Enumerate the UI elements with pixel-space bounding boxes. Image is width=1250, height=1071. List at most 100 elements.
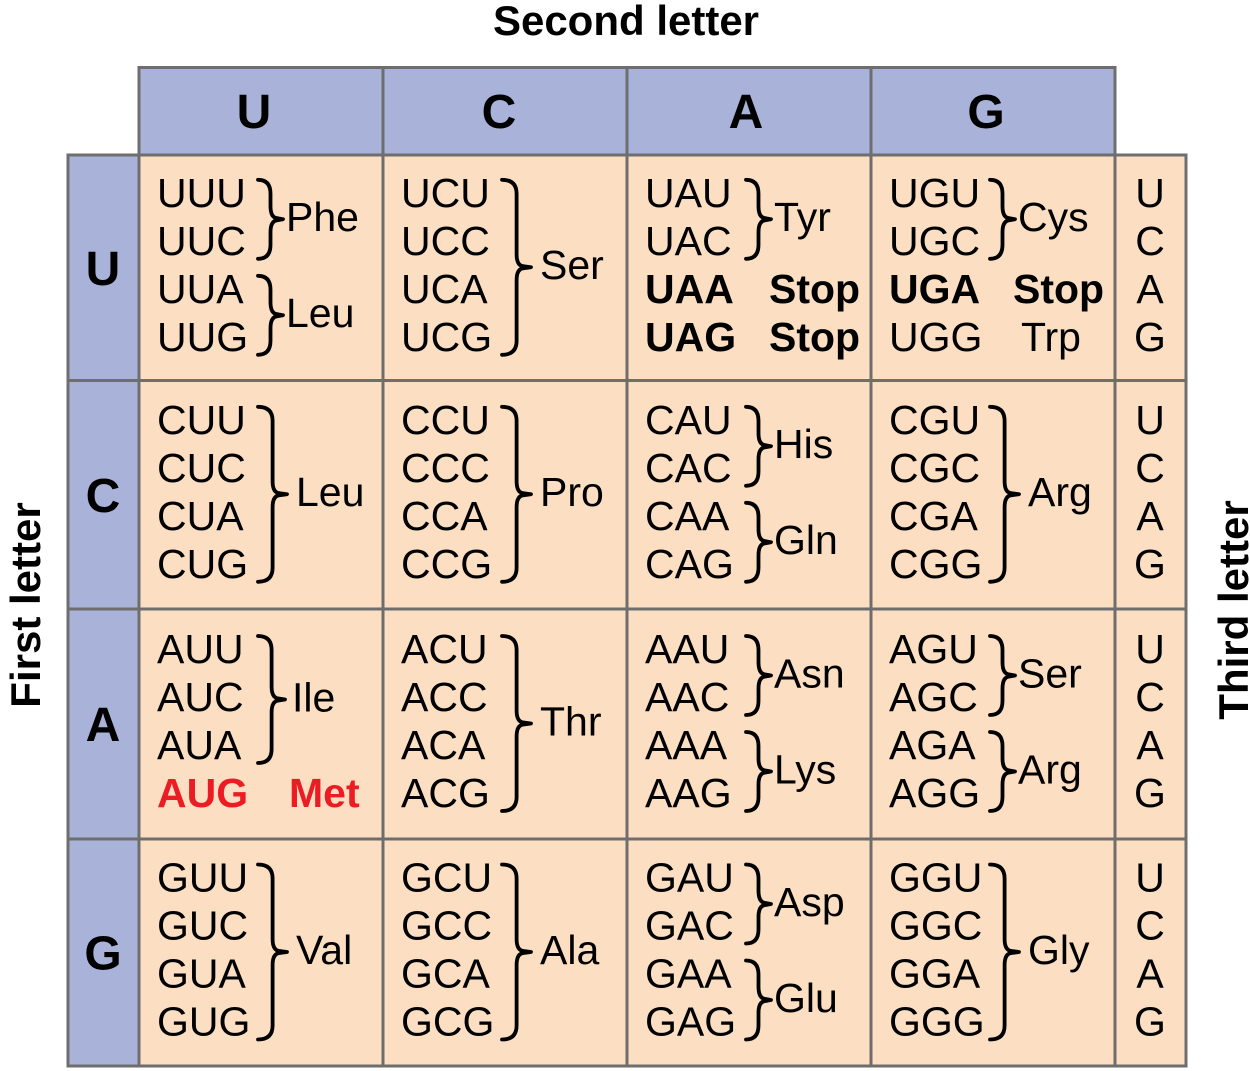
- svg-text:U: U: [1135, 855, 1165, 901]
- svg-text:AGG: AGG: [889, 770, 980, 816]
- svg-text:GCC: GCC: [401, 903, 492, 949]
- svg-text:C: C: [1135, 218, 1165, 264]
- svg-text:C: C: [1135, 445, 1165, 491]
- svg-text:UUG: UUG: [157, 314, 248, 360]
- svg-text:A: A: [1136, 493, 1164, 539]
- svg-text:A: A: [86, 699, 121, 752]
- svg-text:A: A: [1136, 951, 1164, 997]
- svg-text:Phe: Phe: [286, 194, 359, 240]
- svg-text:Gly: Gly: [1028, 927, 1090, 973]
- svg-text:AAU: AAU: [645, 626, 729, 672]
- svg-text:CGC: CGC: [889, 445, 980, 491]
- svg-text:Ser: Ser: [540, 242, 604, 288]
- svg-text:ACC: ACC: [401, 674, 488, 720]
- svg-text:Gln: Gln: [774, 517, 838, 563]
- svg-text:UAC: UAC: [645, 218, 732, 264]
- svg-text:UGG: UGG: [889, 314, 982, 360]
- svg-text:UCU: UCU: [401, 170, 490, 216]
- svg-text:GUU: GUU: [157, 855, 248, 901]
- svg-text:GGC: GGC: [889, 903, 982, 949]
- svg-text:CAG: CAG: [645, 541, 734, 587]
- svg-text:UCC: UCC: [401, 218, 490, 264]
- svg-text:GUC: GUC: [157, 903, 248, 949]
- svg-text:UCG: UCG: [401, 314, 492, 360]
- svg-text:His: His: [774, 421, 833, 467]
- svg-text:Met: Met: [289, 770, 360, 816]
- svg-text:Lys: Lys: [774, 747, 836, 793]
- svg-text:GUG: GUG: [157, 999, 250, 1045]
- svg-text:Leu: Leu: [286, 290, 354, 336]
- svg-text:U: U: [237, 86, 272, 139]
- svg-text:Val: Val: [296, 927, 352, 973]
- svg-text:G: G: [84, 928, 121, 981]
- svg-text:C: C: [1135, 903, 1165, 949]
- svg-text:AGU: AGU: [889, 626, 978, 672]
- svg-text:C: C: [86, 470, 121, 523]
- svg-text:UUU: UUU: [157, 170, 246, 216]
- svg-text:ACA: ACA: [401, 722, 486, 768]
- svg-text:Cys: Cys: [1018, 194, 1089, 240]
- svg-text:CAC: CAC: [645, 445, 732, 491]
- svg-text:CUA: CUA: [157, 493, 244, 539]
- svg-text:GAU: GAU: [645, 855, 734, 901]
- svg-text:GCU: GCU: [401, 855, 492, 901]
- svg-text:Ser: Ser: [1018, 651, 1082, 697]
- svg-text:Trp: Trp: [1021, 314, 1081, 360]
- svg-text:UUC: UUC: [157, 218, 246, 264]
- svg-text:GGU: GGU: [889, 855, 982, 901]
- svg-text:Arg: Arg: [1028, 469, 1092, 515]
- svg-text:AAC: AAC: [645, 674, 729, 720]
- svg-text:A: A: [1136, 266, 1164, 312]
- svg-text:GCA: GCA: [401, 951, 491, 997]
- svg-text:GGA: GGA: [889, 951, 981, 997]
- svg-text:UGC: UGC: [889, 218, 980, 264]
- svg-text:U: U: [1135, 397, 1165, 443]
- svg-text:CGA: CGA: [889, 493, 979, 539]
- svg-text:UCA: UCA: [401, 266, 488, 312]
- svg-text:G: G: [1134, 541, 1166, 587]
- svg-text:AAG: AAG: [645, 770, 732, 816]
- svg-text:U: U: [86, 243, 121, 296]
- svg-text:UAA: UAA: [645, 266, 734, 312]
- svg-text:Asn: Asn: [774, 651, 845, 697]
- svg-text:G: G: [967, 86, 1004, 139]
- svg-text:AGC: AGC: [889, 674, 978, 720]
- svg-text:Pro: Pro: [540, 469, 604, 515]
- svg-text:Third letter: Third letter: [1210, 500, 1250, 719]
- svg-text:GUA: GUA: [157, 951, 247, 997]
- svg-text:Asp: Asp: [774, 879, 845, 925]
- svg-text:CUG: CUG: [157, 541, 248, 587]
- svg-text:Ile: Ile: [292, 675, 335, 721]
- svg-text:AUC: AUC: [157, 674, 244, 720]
- svg-text:GGG: GGG: [889, 999, 985, 1045]
- svg-text:G: G: [1134, 999, 1166, 1045]
- svg-text:First letter: First letter: [2, 502, 49, 707]
- svg-text:Ala: Ala: [540, 927, 599, 973]
- svg-text:AAA: AAA: [645, 722, 728, 768]
- svg-text:U: U: [1135, 626, 1165, 672]
- svg-text:CCG: CCG: [401, 541, 492, 587]
- svg-text:AUG: AUG: [157, 770, 248, 816]
- svg-text:Second letter: Second letter: [493, 0, 759, 44]
- svg-text:CCC: CCC: [401, 445, 490, 491]
- svg-text:Leu: Leu: [296, 469, 364, 515]
- svg-text:A: A: [1136, 722, 1164, 768]
- svg-text:Glu: Glu: [774, 975, 838, 1021]
- svg-text:C: C: [1135, 674, 1165, 720]
- svg-text:U: U: [1135, 170, 1165, 216]
- svg-text:Stop: Stop: [1013, 266, 1104, 312]
- svg-text:C: C: [482, 86, 517, 139]
- svg-text:G: G: [1134, 314, 1166, 360]
- svg-text:CGU: CGU: [889, 397, 980, 443]
- svg-text:UUA: UUA: [157, 266, 244, 312]
- svg-text:Tyr: Tyr: [774, 194, 831, 240]
- svg-text:Stop: Stop: [769, 314, 860, 360]
- svg-text:UGU: UGU: [889, 170, 980, 216]
- svg-text:CAU: CAU: [645, 397, 732, 443]
- svg-text:Stop: Stop: [769, 266, 860, 312]
- svg-text:Thr: Thr: [540, 699, 602, 745]
- svg-text:GCG: GCG: [401, 999, 494, 1045]
- svg-text:GAA: GAA: [645, 951, 732, 997]
- svg-text:AUU: AUU: [157, 626, 244, 672]
- svg-text:CGG: CGG: [889, 541, 982, 587]
